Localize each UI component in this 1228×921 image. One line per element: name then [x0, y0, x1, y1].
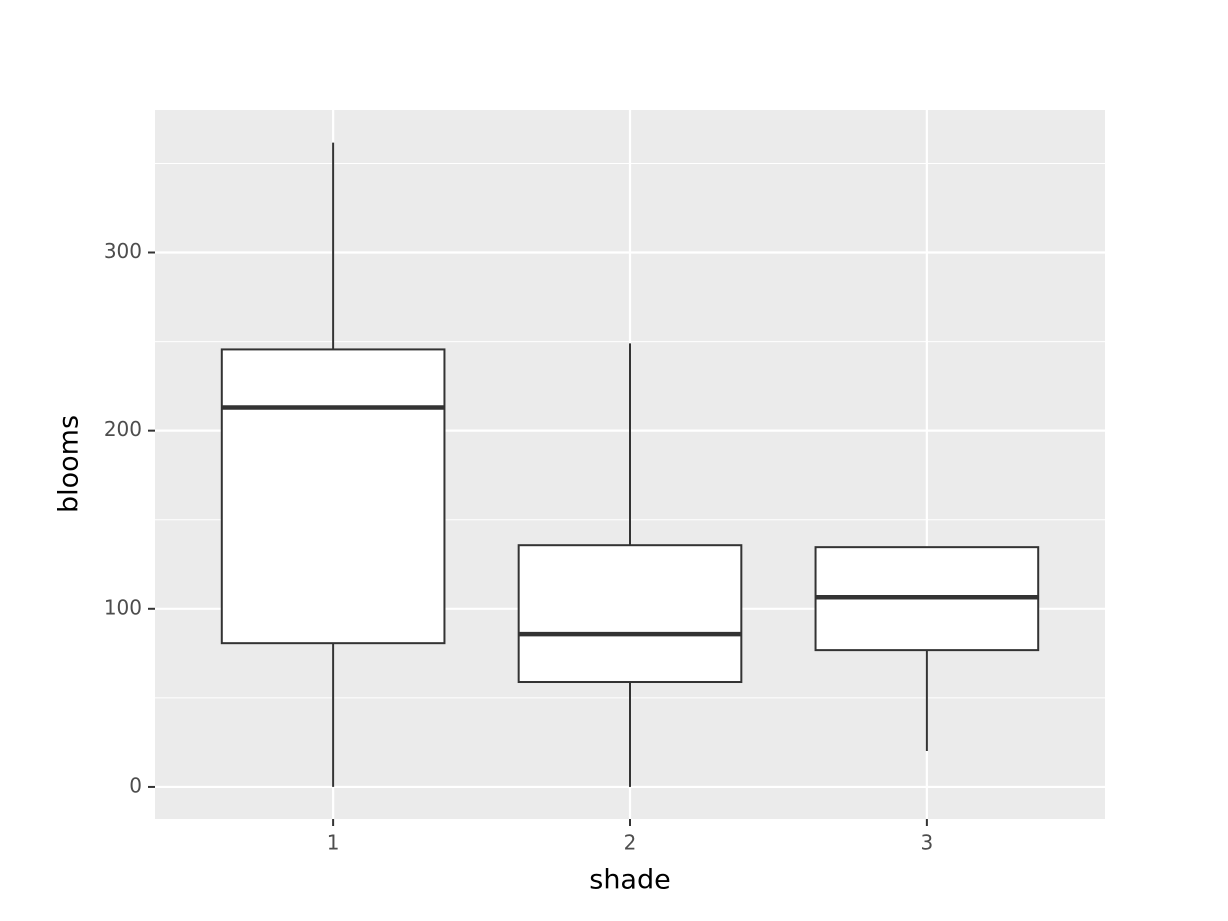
x-axis-title: shade — [589, 865, 670, 896]
box — [517, 544, 743, 684]
y-axis-title: blooms — [54, 415, 85, 513]
box — [220, 348, 446, 645]
y-tick-label: 300 — [104, 239, 142, 263]
x-tick-label: 1 — [327, 831, 340, 855]
x-tick-label: 2 — [624, 831, 637, 855]
x-tick-label: 3 — [921, 831, 934, 855]
y-tick-label: 200 — [104, 417, 142, 441]
y-tick-label: 100 — [104, 595, 142, 619]
y-tick-label: 0 — [129, 773, 142, 797]
